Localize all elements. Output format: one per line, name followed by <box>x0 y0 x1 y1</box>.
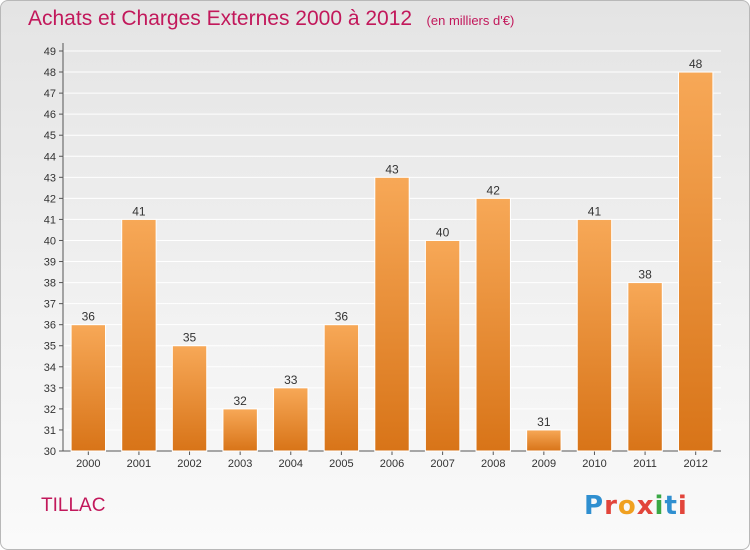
chart-title-text: Achats et Charges Externes 2000 à 2012 <box>28 7 413 30</box>
y-tick-label: 45 <box>44 130 56 142</box>
bar-2000 <box>70 324 107 452</box>
bar-2001 <box>121 218 157 452</box>
value-label-2012: 48 <box>689 57 703 71</box>
bar-2012 <box>677 71 714 452</box>
y-tick-label: 31 <box>44 425 56 437</box>
value-label-2004: 33 <box>284 373 298 387</box>
logo-letter: P <box>584 491 605 521</box>
chart-unit: (en milliers d'€) <box>426 13 515 28</box>
bars <box>70 71 714 452</box>
y-tick-label: 43 <box>44 172 56 184</box>
logo-letter: x <box>636 491 655 521</box>
x-tick-label: 2002 <box>177 458 201 470</box>
logo-letter: i <box>677 491 688 521</box>
bar-2006 <box>374 176 410 452</box>
x-tick-label: 2000 <box>76 458 100 470</box>
bar-2009 <box>526 429 562 452</box>
y-tick-label: 42 <box>44 193 56 205</box>
bar-2010 <box>576 218 613 452</box>
chart-title: Achats et Charges Externes 2000 à 2012 (… <box>28 7 514 31</box>
logo-letter: r <box>604 491 618 521</box>
x-tick-label: 2011 <box>633 458 657 470</box>
x-tick-label: 2010 <box>582 458 606 470</box>
y-tick-label: 30 <box>44 446 56 458</box>
y-tick-label: 36 <box>44 320 56 332</box>
y-tick-label: 32 <box>44 404 56 416</box>
y-tick-label: 44 <box>44 151 56 163</box>
y-tick-label: 41 <box>44 214 56 226</box>
y-tick-label: 47 <box>44 88 56 100</box>
y-tick-label: 40 <box>44 235 56 247</box>
logo-letter: o <box>617 491 637 521</box>
value-label-2001: 41 <box>132 204 146 218</box>
value-label-2002: 35 <box>183 331 197 345</box>
commune-name: TILLAC <box>41 495 106 516</box>
x-tick-label: 2003 <box>228 458 252 470</box>
value-label-2010: 41 <box>588 204 602 218</box>
x-tick-label: 2005 <box>329 458 353 470</box>
value-label-2007: 40 <box>436 225 450 239</box>
value-label-2000: 36 <box>82 310 96 324</box>
value-label-2011: 38 <box>638 268 652 282</box>
y-tick-label: 49 <box>44 46 56 58</box>
value-label-2003: 32 <box>233 394 247 408</box>
logo-letter: t <box>664 491 678 521</box>
x-tick-label: 2006 <box>380 458 404 470</box>
bar-2008 <box>475 197 511 452</box>
bar-2007 <box>424 239 461 452</box>
y-tick-label: 48 <box>44 67 56 79</box>
y-tick-label: 39 <box>44 257 56 269</box>
value-label-2005: 36 <box>335 310 349 324</box>
value-labels: 36 41 35 32 33 36 43 40 42 31 41 38 48 <box>82 57 703 429</box>
y-tick-label: 38 <box>44 278 56 290</box>
x-tick-label: 2001 <box>127 458 151 470</box>
bar-2005 <box>323 324 360 452</box>
y-tick-label: 46 <box>44 109 56 121</box>
bar-2002 <box>171 345 208 452</box>
bar-2011 <box>627 282 663 452</box>
x-tick-label: 2007 <box>430 458 454 470</box>
value-label-2006: 43 <box>385 162 399 176</box>
y-tick-label: 34 <box>44 362 56 374</box>
x-tick-label: 2004 <box>279 458 303 470</box>
bar-2003 <box>222 408 258 452</box>
y-tick-label: 37 <box>44 299 56 311</box>
y-tick-label: 35 <box>44 341 56 353</box>
y-tick-label: 33 <box>44 383 56 395</box>
bar-2004 <box>273 387 309 452</box>
logo-letter: i <box>654 491 665 521</box>
x-tick-label: 2008 <box>481 458 505 470</box>
value-label-2008: 42 <box>487 183 501 197</box>
x-tick-label: 2012 <box>683 458 707 470</box>
value-label-2009: 31 <box>537 415 551 429</box>
x-tick-label: 2009 <box>532 458 556 470</box>
proxiti-logo[interactable]: Proxiti <box>584 491 694 525</box>
